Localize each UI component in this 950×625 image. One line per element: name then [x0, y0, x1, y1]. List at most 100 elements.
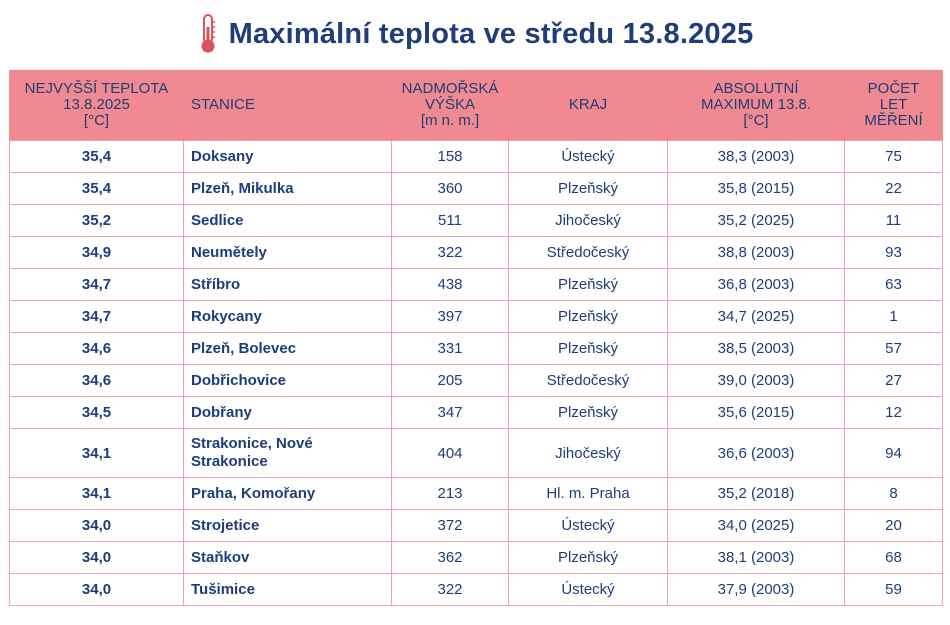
header-temp-line: 13.8.2025 [63, 96, 130, 113]
cell-years: 93 [844, 236, 943, 269]
cell-years: 8 [844, 477, 943, 510]
cell-region: Plzeňský [508, 300, 668, 333]
cell-altitude: 360 [391, 172, 509, 205]
cell-altitude: 438 [391, 268, 509, 301]
cell-temp: 34,5 [9, 396, 184, 429]
header-abs-max-line: [°C] [743, 112, 769, 129]
table-row: 34,6 Dobřichovice 205 Středočeský 39,0 (… [9, 364, 943, 397]
cell-temp: 34,1 [9, 428, 184, 478]
cell-region: Ústecký [508, 140, 668, 173]
cell-abs-max: 35,8 (2015) [667, 172, 845, 205]
cell-station: Plzeň, Mikulka [183, 172, 392, 205]
table-row: 34,7 Rokycany 397 Plzeňský 34,7 (2025) 1 [9, 300, 943, 333]
cell-years: 27 [844, 364, 943, 397]
cell-years: 68 [844, 541, 943, 574]
header-years: POČET LET MĚŘENÍ [844, 70, 943, 141]
cell-years: 11 [844, 204, 943, 237]
table-row: 34,5 Dobřany 347 Plzeňský 35,6 (2015) 12 [9, 396, 943, 429]
cell-region: Plzeňský [508, 268, 668, 301]
header-abs-max-line: ABSOLUTNÍ [713, 80, 799, 97]
cell-years: 94 [844, 428, 943, 478]
cell-region: Plzeňský [508, 396, 668, 429]
cell-region: Plzeňský [508, 172, 668, 205]
header-region: KRAJ [508, 70, 668, 141]
cell-altitude: 362 [391, 541, 509, 574]
cell-temp: 35,4 [9, 140, 184, 173]
cell-temp: 34,0 [9, 573, 184, 606]
header-altitude-line: [m n. m.] [420, 112, 480, 129]
table-row: 34,0 Strojetice 372 Ústecký 34,0 (2025) … [9, 509, 943, 542]
cell-years: 20 [844, 509, 943, 542]
cell-region: Středočeský [508, 364, 668, 397]
cell-altitude: 331 [391, 332, 509, 365]
table-row: 34,9 Neumětely 322 Středočeský 38,8 (200… [9, 236, 943, 269]
cell-abs-max: 36,8 (2003) [667, 268, 845, 301]
header-temp-line: NEJVYŠŠÍ TEPLOTA [24, 80, 169, 97]
cell-abs-max: 37,9 (2003) [667, 573, 845, 606]
cell-years: 12 [844, 396, 943, 429]
cell-years: 1 [844, 300, 943, 333]
cell-station: Strojetice [183, 509, 392, 542]
cell-station: Strakonice, Nové Strakonice [183, 428, 392, 478]
cell-temp: 35,2 [9, 204, 184, 237]
cell-station: Praha, Komořany [183, 477, 392, 510]
cell-temp: 34,1 [9, 477, 184, 510]
header-altitude: NADMOŘSKÁ VÝŠKA [m n. m.] [391, 70, 509, 141]
cell-region: Plzeňský [508, 332, 668, 365]
cell-altitude: 322 [391, 573, 509, 606]
cell-region: Jihočeský [508, 428, 668, 478]
cell-altitude: 404 [391, 428, 509, 478]
cell-station: Sedlice [183, 204, 392, 237]
cell-station: Neumětely [183, 236, 392, 269]
header-years-line: POČET [867, 80, 920, 97]
cell-station-line: Strakonice, Nové [191, 435, 313, 452]
header-altitude-line: NADMOŘSKÁ [401, 80, 499, 97]
cell-station: Rokycany [183, 300, 392, 333]
header-years-line: MĚŘENÍ [864, 112, 923, 129]
cell-abs-max: 38,3 (2003) [667, 140, 845, 173]
thermometer-icon [201, 14, 215, 53]
header-station: STANICE [183, 70, 392, 141]
cell-years: 22 [844, 172, 943, 205]
cell-station: Plzeň, Bolevec [183, 332, 392, 365]
cell-years: 75 [844, 140, 943, 173]
temperature-table: NEJVYŠŠÍ TEPLOTA 13.8.2025 [°C] STANICE … [9, 70, 943, 606]
cell-station: Tušimice [183, 573, 392, 606]
cell-region: Ústecký [508, 509, 668, 542]
header-temp: NEJVYŠŠÍ TEPLOTA 13.8.2025 [°C] [9, 70, 184, 141]
header-years-line: LET [879, 96, 908, 113]
header-abs-max-line: MAXIMUM 13.8. [700, 96, 812, 113]
cell-temp: 34,0 [9, 509, 184, 542]
cell-station-line: Strakonice [191, 453, 268, 470]
table-header: NEJVYŠŠÍ TEPLOTA 13.8.2025 [°C] STANICE … [9, 70, 943, 141]
table-row: 34,7 Stříbro 438 Plzeňský 36,8 (2003) 63 [9, 268, 943, 301]
cell-station: Doksany [183, 140, 392, 173]
cell-temp: 34,9 [9, 236, 184, 269]
table-row: 35,2 Sedlice 511 Jihočeský 35,2 (2025) 1… [9, 204, 943, 237]
cell-abs-max: 35,2 (2025) [667, 204, 845, 237]
cell-years: 57 [844, 332, 943, 365]
cell-abs-max: 38,5 (2003) [667, 332, 845, 365]
cell-abs-max: 38,8 (2003) [667, 236, 845, 269]
table-row: 35,4 Doksany 158 Ústecký 38,3 (2003) 75 [9, 140, 943, 173]
cell-abs-max: 34,7 (2025) [667, 300, 845, 333]
cell-region: Hl. m. Praha [508, 477, 668, 510]
cell-abs-max: 38,1 (2003) [667, 541, 845, 574]
cell-temp: 34,6 [9, 364, 184, 397]
title-row: Maximální teplota ve středu 13.8.2025 [0, 0, 950, 68]
cell-altitude: 322 [391, 236, 509, 269]
cell-altitude: 158 [391, 140, 509, 173]
header-abs-max: ABSOLUTNÍ MAXIMUM 13.8. [°C] [667, 70, 845, 141]
cell-temp: 34,7 [9, 300, 184, 333]
cell-region: Středočeský [508, 236, 668, 269]
table-row: 34,0 Tušimice 322 Ústecký 37,9 (2003) 59 [9, 573, 943, 606]
cell-temp: 34,7 [9, 268, 184, 301]
cell-abs-max: 35,6 (2015) [667, 396, 845, 429]
cell-altitude: 205 [391, 364, 509, 397]
cell-station: Staňkov [183, 541, 392, 574]
cell-altitude: 347 [391, 396, 509, 429]
header-region-line: KRAJ [568, 96, 608, 113]
table-row: 34,0 Staňkov 362 Plzeňský 38,1 (2003) 68 [9, 541, 943, 574]
cell-region: Ústecký [508, 573, 668, 606]
cell-years: 63 [844, 268, 943, 301]
